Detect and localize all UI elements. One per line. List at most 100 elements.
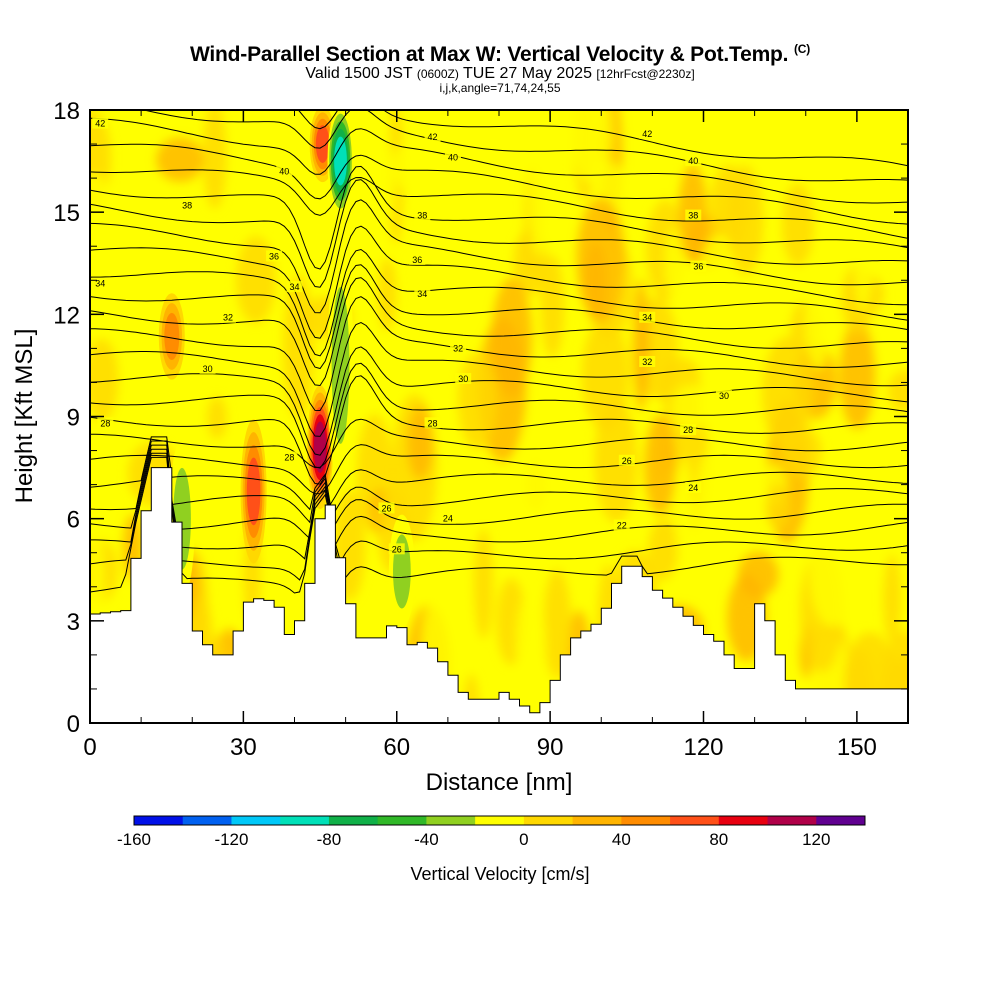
theta-contour-label: 28 (680, 424, 697, 436)
updraft-core-shell (164, 312, 180, 361)
theta-label-text: 40 (688, 156, 698, 166)
theta-contour-line (90, 456, 908, 594)
theta-contour-label: 28 (281, 451, 298, 463)
shading-blob (887, 370, 908, 412)
theta-label-text: 34 (289, 282, 299, 292)
colorbar-swatch (134, 816, 184, 825)
shading-blob (804, 255, 831, 370)
shading-blob (407, 405, 434, 480)
theta-contour-label: 40 (444, 151, 461, 163)
shading-blob (202, 110, 227, 209)
shading-blob (529, 133, 548, 257)
y-tick-label: 0 (67, 711, 80, 738)
theta-contour-label: 36 (409, 253, 426, 265)
shading-blob (543, 569, 572, 679)
theta-contour-line (90, 117, 908, 204)
theta-label-text: 36 (693, 262, 703, 272)
updraft-core-shell (315, 125, 330, 163)
colorbar-swatch (816, 816, 866, 825)
colorbar-swatch (523, 816, 574, 825)
theta-contour-line (90, 375, 908, 485)
theta-contour-line (90, 248, 908, 357)
shading-blob (648, 518, 679, 580)
x-tick-label: 0 (83, 734, 96, 761)
shading-blob (649, 110, 686, 154)
theta-contour-label: 30 (199, 362, 216, 374)
theta-contour-label: 24 (439, 512, 456, 524)
colorbar-frame (133, 815, 866, 826)
chart-subtitle: Valid 1500 JST (0600Z) TUE 27 May 2025 [… (305, 65, 695, 82)
theta-contour-line (90, 346, 908, 456)
theta-contour-line (90, 362, 908, 469)
theta-contour-line (90, 143, 908, 225)
y-tick-label: 3 (67, 609, 80, 636)
x-tick-label: 150 (837, 734, 877, 761)
colorbar: -160 -120 -80 -40 0 40 80 120 (117, 815, 866, 849)
theta-contour-label: 22 (613, 519, 630, 531)
shading-blob (90, 173, 114, 249)
theta-contour-label: 30 (715, 390, 732, 402)
theta-contour-label: 28 (424, 417, 441, 429)
colorbar-tick-label: -160 (117, 830, 151, 849)
chart-title: Wind-Parallel Section at Max W: Vertical… (189, 42, 811, 66)
downdraft-core-shell (334, 136, 347, 186)
theta-contour-label: 38 (414, 209, 431, 221)
theta-label-text: 34 (95, 279, 105, 289)
y-axis-label: Height [Kft MSL] (11, 329, 38, 504)
theta-contour-label: 34 (92, 277, 109, 289)
y-tick-label: 18 (53, 98, 80, 125)
theta-label-text: 26 (382, 503, 392, 513)
shading-blob (207, 396, 227, 440)
colorbar-swatch (377, 816, 427, 825)
colorbar-swatch (670, 816, 720, 825)
theta-contour-line (90, 179, 908, 288)
colorbar-tick-label: 80 (709, 830, 728, 849)
theta-contour-line (90, 448, 908, 560)
theta-contour-label: 40 (276, 165, 293, 177)
shading-blob (393, 134, 445, 198)
shading-blob (740, 301, 769, 420)
chart-indices: i,j,k,angle=71,74,24,55 (439, 81, 561, 95)
shading-blob (727, 165, 764, 275)
theta-label-text: 28 (428, 418, 438, 428)
theta-label-text: 22 (617, 520, 627, 530)
theta-contour-line (90, 452, 908, 581)
shading-blob (191, 409, 233, 540)
colorbar-tick-label: 120 (802, 830, 830, 849)
theta-contour-line (90, 264, 908, 370)
updraft-core-shell (246, 457, 261, 526)
theta-contour-line (90, 225, 908, 339)
shading-blob (853, 231, 873, 312)
theta-contour-line (90, 440, 908, 524)
colorbar-swatch (231, 816, 281, 825)
theta-label-text: 42 (642, 129, 652, 139)
theta-contour-line (90, 296, 908, 412)
shading-blob (883, 554, 901, 644)
theta-contour-line (90, 199, 908, 314)
theta-label-text: 38 (182, 200, 192, 210)
theta-label-text: 32 (642, 357, 652, 367)
theta-label-text: 36 (412, 255, 422, 265)
shading-blob (840, 440, 878, 520)
theta-label-text: 28 (100, 418, 110, 428)
x-tick-label: 30 (230, 734, 257, 761)
theta-contour-line (90, 322, 908, 437)
theta-contour-line (90, 418, 908, 469)
shading-blob (457, 353, 497, 449)
shading-blob (644, 414, 677, 516)
theta-contour-line (141, 110, 908, 182)
shading-blob (699, 317, 741, 440)
theta-label-text: 26 (622, 456, 632, 466)
shading-blob (761, 336, 813, 450)
theta-label-text: 42 (428, 132, 438, 142)
shading-blob (581, 319, 629, 432)
theta-label-text: 30 (719, 391, 729, 401)
y-tick-label: 6 (67, 507, 80, 534)
shading-blob (127, 191, 176, 307)
theta-contour-line (90, 169, 908, 239)
shading-blob (491, 277, 532, 398)
title-block: Wind-Parallel Section at Max W: Vertical… (0, 38, 1000, 94)
shading-blob (740, 282, 768, 326)
theta-contour-label: 34 (639, 311, 656, 323)
